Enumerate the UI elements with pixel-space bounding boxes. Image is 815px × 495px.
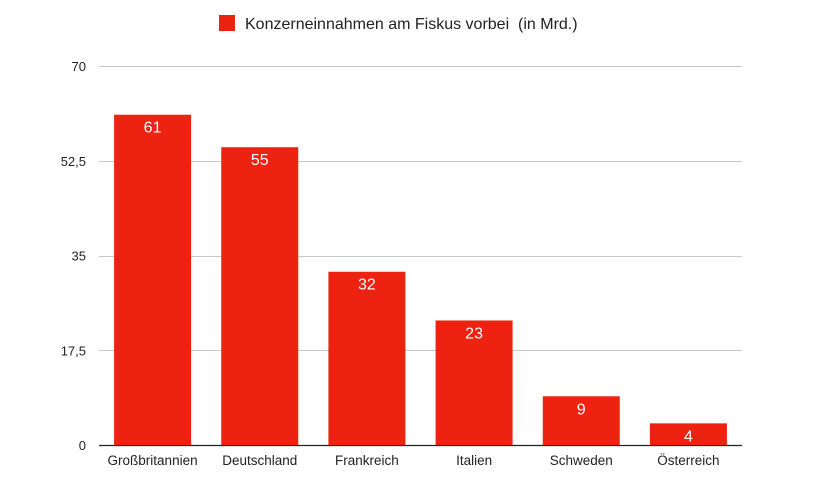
data-label: 61 <box>144 120 162 137</box>
data-label: 55 <box>251 152 269 169</box>
data-label: 23 <box>465 325 483 342</box>
y-tick-label: 35 <box>72 249 86 264</box>
bar <box>435 320 513 445</box>
y-tick-label: 17,5 <box>61 343 86 358</box>
bars <box>114 114 727 445</box>
grid-lines <box>99 66 742 447</box>
y-tick-label: 0 <box>79 438 86 453</box>
bar <box>649 423 727 445</box>
bar <box>221 147 299 445</box>
bar <box>114 114 192 445</box>
x-tick-label: Italien <box>456 453 492 468</box>
bar <box>542 396 620 445</box>
y-tick-label: 70 <box>72 59 86 74</box>
x-tick-label: Deutschland <box>222 453 297 468</box>
legend-swatch <box>219 15 235 31</box>
x-tick-label: Österreich <box>657 453 719 468</box>
bar <box>328 271 406 445</box>
legend-label: Konzerneinnahmen am Fiskus vorbei (in Mr… <box>245 16 578 33</box>
legend: Konzerneinnahmen am Fiskus vorbei (in Mr… <box>219 15 578 33</box>
data-label: 9 <box>577 401 586 418</box>
x-tick-label: Schweden <box>550 453 613 468</box>
y-tick-label: 52,5 <box>61 154 86 169</box>
data-label: 32 <box>358 277 376 294</box>
data-label: 4 <box>684 428 693 445</box>
x-tick-label: Frankreich <box>335 453 399 468</box>
x-tick-label: Großbritannien <box>108 453 198 468</box>
labels: 0 17,5 35 52,5 70 61 Großbritannien 55 Deutschla… <box>61 59 720 468</box>
